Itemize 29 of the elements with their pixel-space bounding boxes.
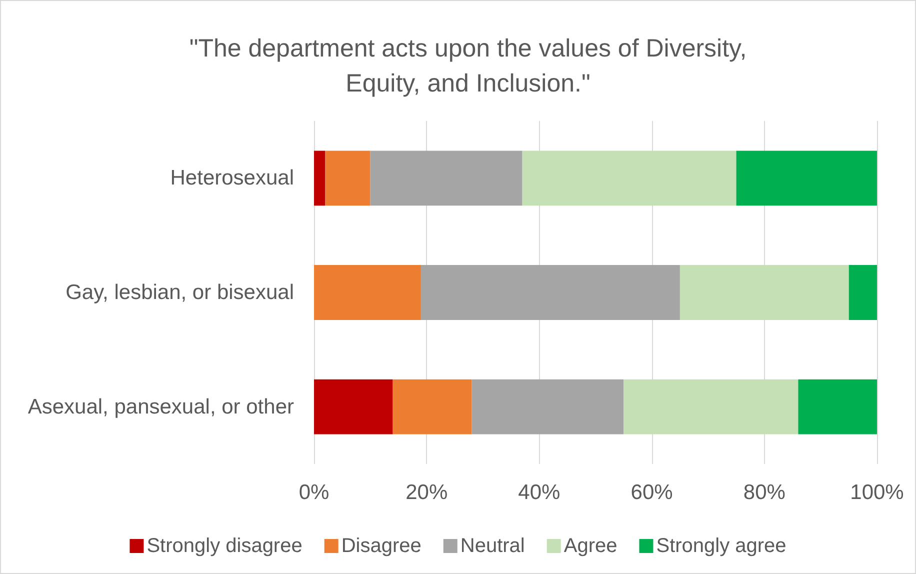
bar [472,379,624,434]
y-tick-label: Asexual, pansexual, or other [28,395,294,418]
x-tick-label: 0% [298,481,330,504]
bar [314,379,393,434]
x-tick-label: 20% [406,481,448,504]
bar [848,265,877,320]
legend-label: Strongly agree [656,535,786,557]
legend-label: Strongly disagree [146,535,302,557]
bar [522,150,736,206]
legend-label: Agree [564,535,618,557]
bar [624,379,798,434]
bar [680,265,849,320]
bar [314,150,326,206]
legend-label: Disagree [341,535,422,557]
bar [325,150,370,206]
x-tick-label: 60% [630,481,673,504]
x-tick-label: 40% [518,481,560,504]
bar [420,265,680,320]
y-tick-label: Gay, lesbian, or bisexual [66,281,294,304]
x-tick-label: 100% [850,481,904,504]
legend-label: Neutral [460,535,525,557]
x-tick-label: 80% [743,481,786,504]
bar [370,150,522,206]
bar [392,379,472,434]
y-tick-label: Heterosexual [170,166,294,190]
chart-title: "The department acts upon the values of Diversity, Equity, and Inclusion." [189,34,747,98]
bar [314,265,421,320]
bar [798,379,877,434]
bar [736,150,877,206]
